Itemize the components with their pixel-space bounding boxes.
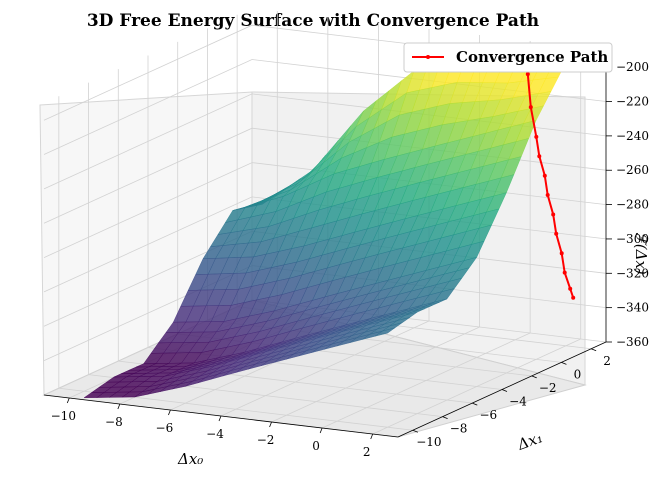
path-point: [559, 251, 564, 256]
convergence-path: [525, 72, 576, 300]
legend-box: [403, 42, 613, 73]
x-tick-label: 0: [312, 439, 320, 453]
z-tick-label: −300: [616, 232, 649, 246]
legend-label: Convergence Path: [456, 48, 608, 66]
energy-surface: [83, 60, 567, 398]
path-point: [542, 173, 547, 178]
path-point: [568, 286, 573, 291]
x-tick: [66, 397, 70, 404]
z-tick-label: −280: [616, 198, 649, 212]
x-tick: [168, 409, 171, 416]
y-tick-label: −2: [539, 381, 557, 395]
z-tick-label: −340: [616, 301, 649, 315]
y-tick-label: −10: [416, 435, 441, 449]
x-tick-label: −10: [51, 409, 76, 423]
x-tick: [218, 415, 222, 422]
path-point: [537, 154, 542, 159]
legend-marker: [426, 55, 430, 59]
x-tick-label: −8: [105, 415, 123, 429]
y-tick: [472, 402, 478, 406]
z-tick-label: −200: [616, 60, 649, 74]
z-axis-label: ℱ(Δx): [632, 232, 650, 275]
x-tick: [269, 421, 272, 428]
y-tick: [501, 389, 508, 392]
y-tick-label: 0: [574, 367, 582, 381]
x-tick: [319, 427, 323, 434]
path-point: [528, 105, 533, 110]
path-point: [525, 72, 530, 77]
legend: Convergence Path: [403, 42, 613, 73]
path-point: [571, 295, 576, 300]
chart-title: 3D Free Energy Surface with Convergence …: [87, 11, 539, 31]
y-tick-label: −4: [509, 395, 527, 409]
y-axis-label: Δx₁: [514, 428, 545, 454]
z-tick-label: −320: [616, 266, 649, 280]
y-tick: [442, 416, 448, 420]
y-tick-label: 2: [603, 354, 611, 368]
x-tick-label: −2: [257, 433, 275, 447]
path-point: [562, 270, 567, 275]
x-tick-label: −4: [206, 427, 224, 441]
x-axis-label: Δx₀: [177, 450, 203, 468]
x-tick-label: −6: [156, 421, 174, 435]
x-tick: [370, 433, 374, 440]
axes: −10 −8 −6 −4 −2 0 2 −10 −8 −6 −4 −2 0 2 −360 −340 −320 −3…: [43, 50, 649, 459]
y-tick: [561, 361, 567, 365]
path-line: [526, 74, 575, 299]
x-tick: [117, 403, 121, 410]
x-tick-label: 2: [363, 445, 371, 459]
y-tick: [531, 375, 537, 379]
z-tick-label: −260: [616, 163, 649, 177]
y-tick: [590, 348, 597, 352]
path-point: [551, 212, 556, 217]
surface-patch: [374, 327, 396, 337]
path-point: [554, 231, 559, 236]
path-point: [534, 134, 539, 139]
z-tick-label: −360: [616, 335, 649, 349]
path-point: [545, 193, 550, 197]
z-tick-label: −240: [616, 129, 649, 143]
y-tick-label: −6: [479, 408, 497, 422]
z-tick-label: −220: [616, 95, 649, 109]
y-tick-label: −8: [450, 422, 468, 436]
y-tick: [412, 429, 419, 433]
